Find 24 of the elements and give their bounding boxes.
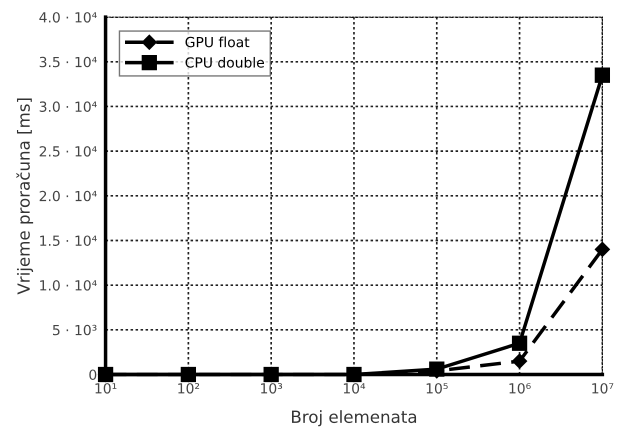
y-tick-label: 1.5 · 10⁴ [40,235,97,246]
x-axis-title: Broj elemenata [292,410,416,426]
x-tick-label: 10⁶ [509,383,531,394]
y-tick-label: 5 · 10³ [52,324,97,336]
y-tick-label: 4.0 · 10⁴ [39,12,97,23]
y-tick-label: 3.5 · 10⁴ [40,56,97,68]
x-tick-label: 10² [178,383,200,394]
point [512,354,528,369]
x-tick-label: 10³ [261,383,282,394]
point [594,68,610,83]
y-tick-label: 2.0 · 10⁴ [40,190,97,202]
y-tick-label: 3.0 · 10⁴ [40,101,97,112]
x-tick-label: 10⁴ [344,383,366,394]
point [594,242,610,257]
x-tick-label: 10¹ [95,383,116,394]
y-tick-label: 0 [89,369,96,380]
y-axis-title: Vrijeme proračuna [ms] [16,98,34,294]
legend-label: GPU float [186,36,250,48]
y-tick-label: 2.5 · 10⁴ [40,146,97,157]
x-tick-label: 10⁷ [592,383,614,394]
legend-label: CPU double [186,56,264,68]
y-tick-label: 1.0 · 10⁴ [40,280,97,291]
point [512,336,528,351]
x-tick-label: 10⁵ [426,383,448,394]
